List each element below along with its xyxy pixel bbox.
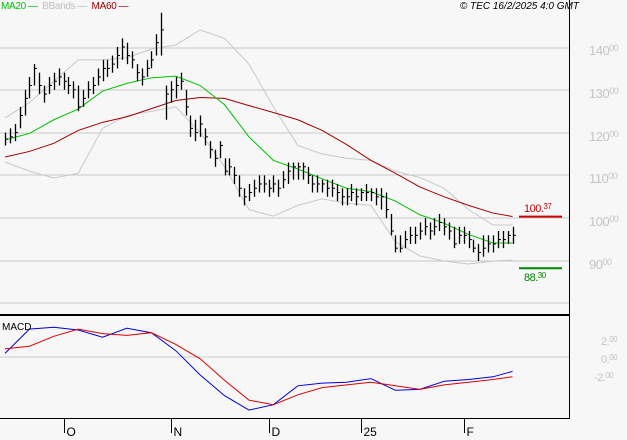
macd-title: MACD (2, 322, 32, 333)
x-tick-label: O (66, 425, 76, 439)
y-tick-label: 14000 (589, 43, 619, 58)
legend-bbands: BBands — (42, 1, 88, 12)
y-tick-label: 11000 (589, 171, 618, 187)
x-tick-label: 25 (363, 425, 377, 439)
legend-ma20: MA20— (1, 1, 38, 12)
y-tick-label: 10000 (589, 214, 619, 230)
last-value-label: 100.37 (524, 201, 552, 215)
macd-tick-label: 2.00 (601, 335, 618, 348)
last-value-label: 88.30 (524, 271, 546, 285)
copyright: © TEC 16/2/2025 4:0 GMT (459, 1, 579, 12)
macd-tick-label: 0.00 (601, 353, 618, 366)
y-tick-label: 12000 (589, 128, 619, 144)
x-tick-label: F (466, 425, 474, 439)
ma20-line (4, 75, 513, 244)
y-tick-label: 9000 (589, 257, 612, 272)
macd-signal-line (4, 328, 513, 406)
bband-lower (4, 106, 513, 265)
macd-tick-label: -2.00 (594, 371, 614, 384)
x-tick-label: D (271, 425, 281, 439)
legend: MA20— BBands — MA60— (1, 1, 130, 12)
ma60-line (4, 97, 513, 217)
y-tick-label: 13000 (589, 85, 619, 101)
legend-ma60: MA60— (91, 1, 129, 12)
bband-upper (4, 29, 513, 226)
x-tick-label: N (173, 425, 183, 439)
macd-line (4, 326, 513, 411)
